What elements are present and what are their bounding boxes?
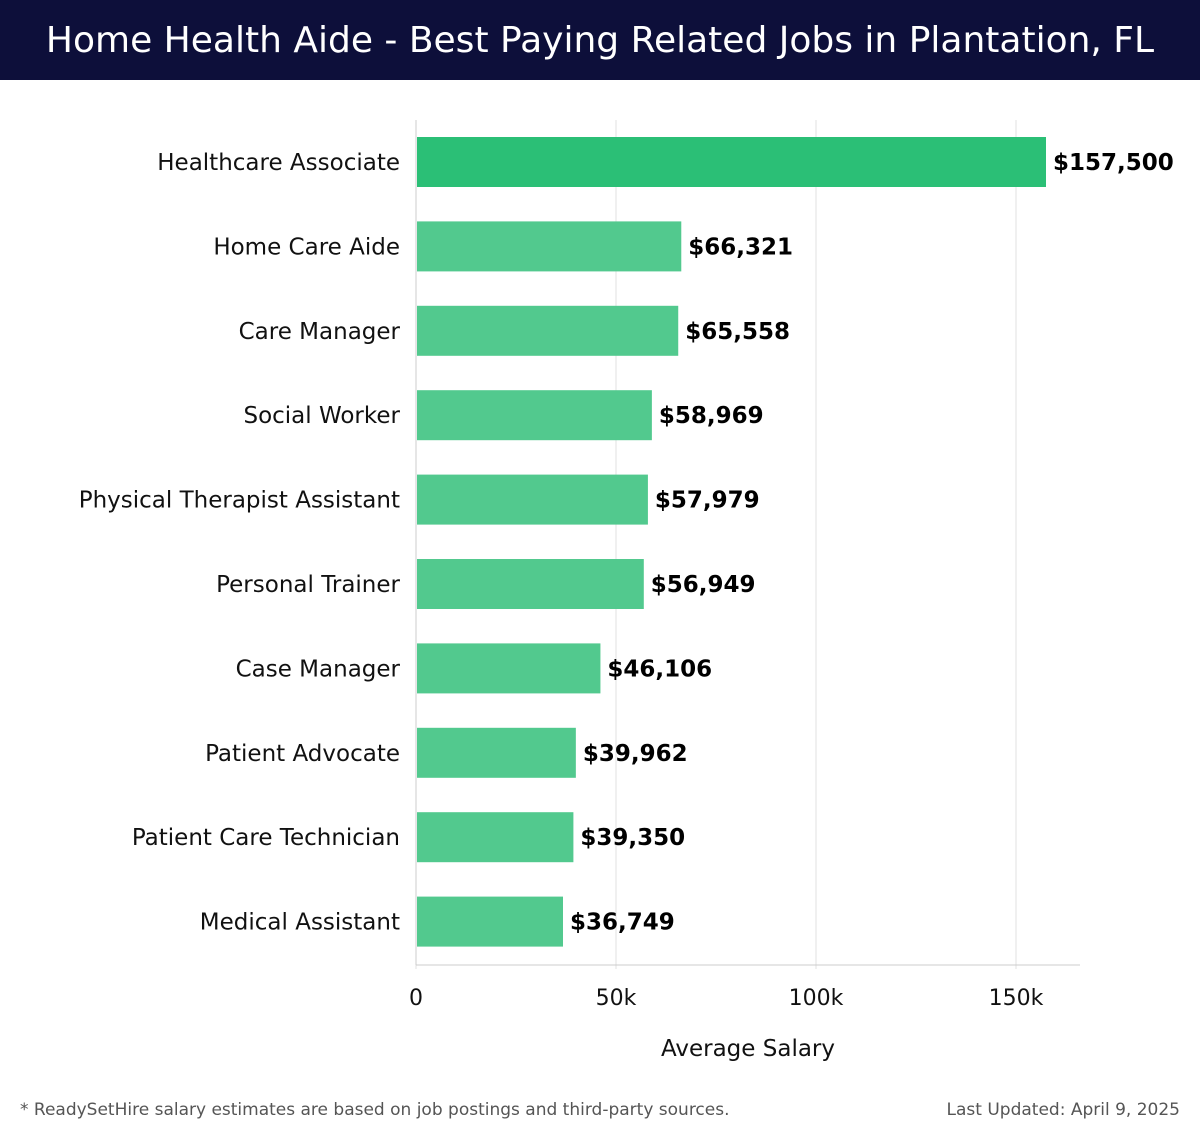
x-tick-label: 150k [989,986,1044,1011]
bar [417,221,682,272]
last-updated: Last Updated: April 9, 2025 [946,1100,1180,1120]
bar [417,812,574,863]
chart-header: Home Health Aide - Best Paying Related J… [0,0,1200,80]
x-tick-label: 100k [789,986,844,1011]
page-title: Home Health Aide - Best Paying Related J… [45,19,1155,61]
value-label: $58,969 [659,403,764,429]
category-label: Home Care Aide [213,234,400,260]
value-label: $56,949 [651,572,756,598]
bar [417,896,563,947]
category-label: Medical Assistant [200,910,400,936]
bar [417,390,652,441]
bar [417,137,1046,187]
bar [417,727,576,778]
x-tick-label: 0 [409,986,423,1011]
bar [417,305,679,356]
category-label: Case Manager [236,656,401,682]
value-label: $46,106 [607,656,712,682]
category-label: Care Manager [239,319,401,345]
bar [417,643,601,694]
value-label: $39,350 [580,825,685,851]
value-label: $39,962 [583,741,688,767]
category-label: Patient Care Technician [132,825,400,851]
category-label: Social Worker [243,403,400,429]
category-label: Patient Advocate [205,741,400,767]
salary-bar-chart: 0 50k 100k 150k Average Salary Healthcare Ass… [79,120,1174,1062]
value-label: $66,321 [688,234,793,260]
value-label: $65,558 [685,319,790,345]
footnote: * ReadySetHire salary estimates are base… [20,1100,730,1120]
value-label: $157,500 [1053,150,1174,176]
category-label: Healthcare Associate [157,150,400,176]
bar [417,559,644,609]
x-axis-label: Average Salary [661,1036,835,1062]
value-label: $57,979 [655,488,760,514]
bar [417,474,648,525]
category-label: Physical Therapist Assistant [79,488,400,514]
value-label: $36,749 [570,910,675,936]
category-label: Personal Trainer [216,572,400,598]
x-tick-label: 50k [596,986,637,1011]
